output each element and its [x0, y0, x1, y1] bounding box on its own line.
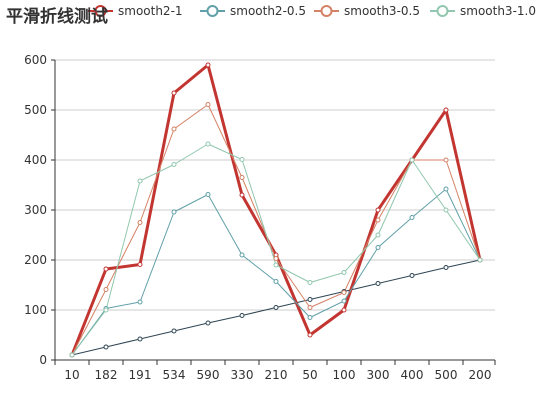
data-point[interactable] [307, 280, 313, 285]
data-point[interactable] [273, 279, 279, 284]
data-point[interactable] [171, 209, 177, 215]
legend-item-smooth3-0.5[interactable]: smooth3-0.5 [314, 4, 420, 18]
data-point[interactable] [137, 336, 143, 342]
chart-title: 平滑折线测试 [6, 7, 108, 27]
data-point[interactable] [205, 320, 211, 326]
legend-item-smooth2-1[interactable]: smooth2-1 [88, 4, 183, 18]
x-tick-label: 182 [95, 368, 118, 382]
data-point[interactable] [307, 332, 313, 338]
x-tick-label: 50 [302, 368, 317, 382]
y-tick-label: 300 [24, 203, 47, 217]
data-point[interactable] [375, 217, 381, 223]
data-point[interactable] [273, 262, 279, 268]
grid-lines [55, 59, 495, 311]
data-point[interactable] [409, 215, 415, 220]
x-tick-label: 500 [435, 368, 458, 382]
legend[interactable]: smooth2-1 smooth2-0.5 smooth3-0.5 smooth3-1… [88, 4, 536, 18]
x-tick-label: 590 [197, 368, 220, 382]
data-point[interactable] [307, 305, 313, 310]
legend-label: smooth3-0.5 [344, 4, 420, 18]
data-point[interactable] [205, 62, 211, 68]
data-point[interactable] [103, 344, 109, 350]
data-point[interactable] [171, 90, 177, 96]
legend-item-smooth3-1.0[interactable]: smooth3-1.0 [430, 4, 536, 18]
data-point[interactable] [239, 192, 245, 198]
data-point[interactable] [443, 207, 449, 213]
legend-marker-icon [94, 5, 107, 17]
data-point[interactable] [205, 192, 211, 197]
axes: 0 100 200 300 400 500 600 10 182 191 534 590 330 210 5… [24, 53, 496, 382]
y-tick-label: 100 [24, 303, 47, 317]
legend-item-smooth2-0.5[interactable]: smooth2-0.5 [200, 4, 306, 18]
series-line-smooth3-0.5[interactable] [71, 104, 481, 356]
data-point[interactable] [171, 126, 177, 132]
legend-marker-icon [320, 5, 333, 17]
series-line-smooth2-0.5[interactable] [71, 188, 481, 356]
data-point[interactable] [341, 290, 347, 295]
data-point[interactable] [103, 307, 109, 313]
x-tick-label: 100 [333, 368, 356, 382]
data-points [69, 62, 483, 358]
data-point[interactable] [273, 305, 279, 310]
data-point[interactable] [443, 107, 449, 113]
legend-label: smooth2-1 [118, 4, 183, 18]
data-point[interactable] [375, 207, 381, 213]
data-point[interactable] [409, 273, 415, 278]
data-point[interactable] [341, 298, 347, 304]
y-tick-label: 200 [24, 253, 47, 267]
x-tick-label: 300 [367, 368, 390, 382]
y-tick-label: 400 [24, 153, 47, 167]
data-point[interactable] [171, 328, 177, 334]
data-point[interactable] [171, 162, 177, 167]
data-point[interactable] [137, 262, 143, 267]
legend-marker-icon [206, 5, 219, 17]
data-point[interactable] [443, 265, 449, 270]
data-point[interactable] [443, 186, 449, 192]
data-point[interactable] [69, 352, 75, 358]
y-tick-label: 0 [39, 353, 47, 367]
y-tick-label: 500 [24, 103, 47, 117]
data-point[interactable] [137, 178, 143, 184]
x-tick-label: 534 [163, 368, 186, 382]
x-tick-label: 330 [231, 368, 254, 382]
data-point[interactable] [239, 175, 245, 180]
data-point[interactable] [137, 220, 143, 225]
y-tick-label: 600 [24, 53, 47, 67]
data-point[interactable] [341, 307, 347, 313]
legend-label: smooth3-1.0 [460, 4, 536, 18]
data-point[interactable] [239, 313, 245, 318]
data-point[interactable] [375, 245, 381, 250]
data-point[interactable] [341, 270, 347, 275]
x-tick-label: 210 [265, 368, 288, 382]
x-tick-label: 400 [401, 368, 424, 382]
data-point[interactable] [103, 266, 109, 272]
data-point[interactable] [307, 297, 313, 302]
x-tick-label: 200 [469, 368, 492, 382]
legend-marker-icon [436, 5, 449, 17]
x-tick-label: 10 [64, 368, 79, 382]
data-point[interactable] [205, 102, 211, 107]
data-point[interactable] [375, 281, 381, 286]
legend-label: smooth2-0.5 [230, 4, 306, 18]
data-point[interactable] [307, 315, 313, 320]
series-line-smooth3-1.0[interactable] [71, 143, 481, 356]
data-point[interactable] [103, 287, 109, 292]
data-point[interactable] [239, 157, 245, 162]
data-point[interactable] [239, 252, 245, 258]
x-tick-label: 191 [129, 368, 152, 382]
data-point[interactable] [273, 256, 279, 261]
data-point[interactable] [375, 232, 381, 238]
data-point[interactable] [477, 257, 483, 263]
data-point[interactable] [409, 157, 415, 163]
data-point[interactable] [137, 299, 143, 305]
data-point[interactable] [205, 141, 211, 147]
data-point[interactable] [443, 157, 449, 163]
